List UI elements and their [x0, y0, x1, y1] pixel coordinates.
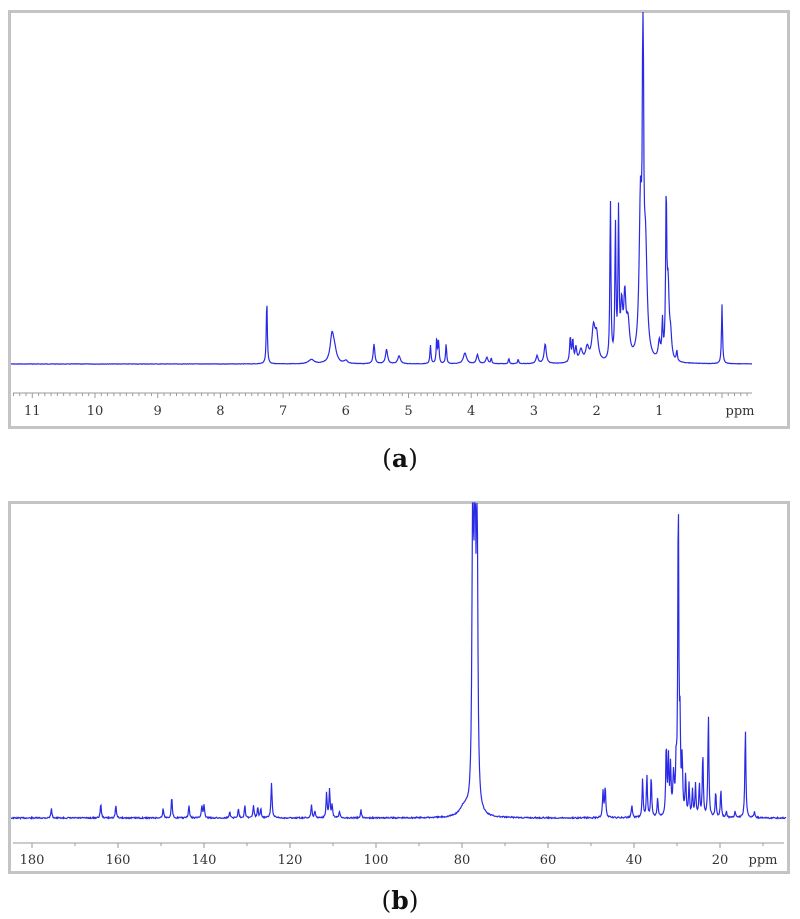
x-tick-label: 5 — [404, 404, 412, 419]
spectrum-a-frame — [8, 10, 790, 429]
x-unit-label: ppm — [726, 404, 755, 419]
x-tick-label: 80 — [454, 853, 471, 868]
x-tick-label: 11 — [24, 404, 41, 419]
spectrum-b-tick-labels: 180 160 140 120 100 80 60 40 20 ppm — [20, 853, 778, 868]
x-tick-label: 7 — [279, 404, 287, 419]
spectrum-a-tick-labels: 11 10 9 8 7 6 5 4 3 2 1 ppm — [24, 404, 754, 419]
x-tick-label: 10 — [87, 404, 104, 419]
x-tick-label: 2 — [592, 404, 600, 419]
caption-a-letter: a — [391, 444, 409, 473]
spectrum-a-trace — [11, 11, 752, 365]
x-tick-label: 60 — [540, 853, 557, 868]
spectrum-b-trace — [10, 502, 787, 821]
x-tick-label: 120 — [278, 853, 303, 868]
x-tick-label: 180 — [20, 853, 45, 868]
x-tick-label: 3 — [530, 404, 538, 419]
spectrum-a-ticks — [12, 393, 748, 398]
spectrum-b-ticks — [31, 843, 764, 848]
x-tick-label: 1 — [655, 404, 663, 419]
x-tick-label: 8 — [216, 404, 224, 419]
x-tick-label: 20 — [712, 853, 729, 868]
x-tick-label: 160 — [106, 853, 131, 868]
x-tick-label: 6 — [342, 404, 350, 419]
caption-b-letter: b — [391, 886, 409, 915]
x-tick-label: 9 — [154, 404, 162, 419]
caption-b: (b) — [381, 886, 419, 915]
x-tick-label: 100 — [364, 853, 389, 868]
x-tick-label: 4 — [467, 404, 475, 419]
x-tick-label: 140 — [192, 853, 217, 868]
caption-a: (a) — [382, 444, 418, 473]
x-tick-label: 40 — [626, 853, 643, 868]
spectrum-b-frame — [8, 501, 790, 874]
x-unit-label: ppm — [749, 853, 778, 868]
